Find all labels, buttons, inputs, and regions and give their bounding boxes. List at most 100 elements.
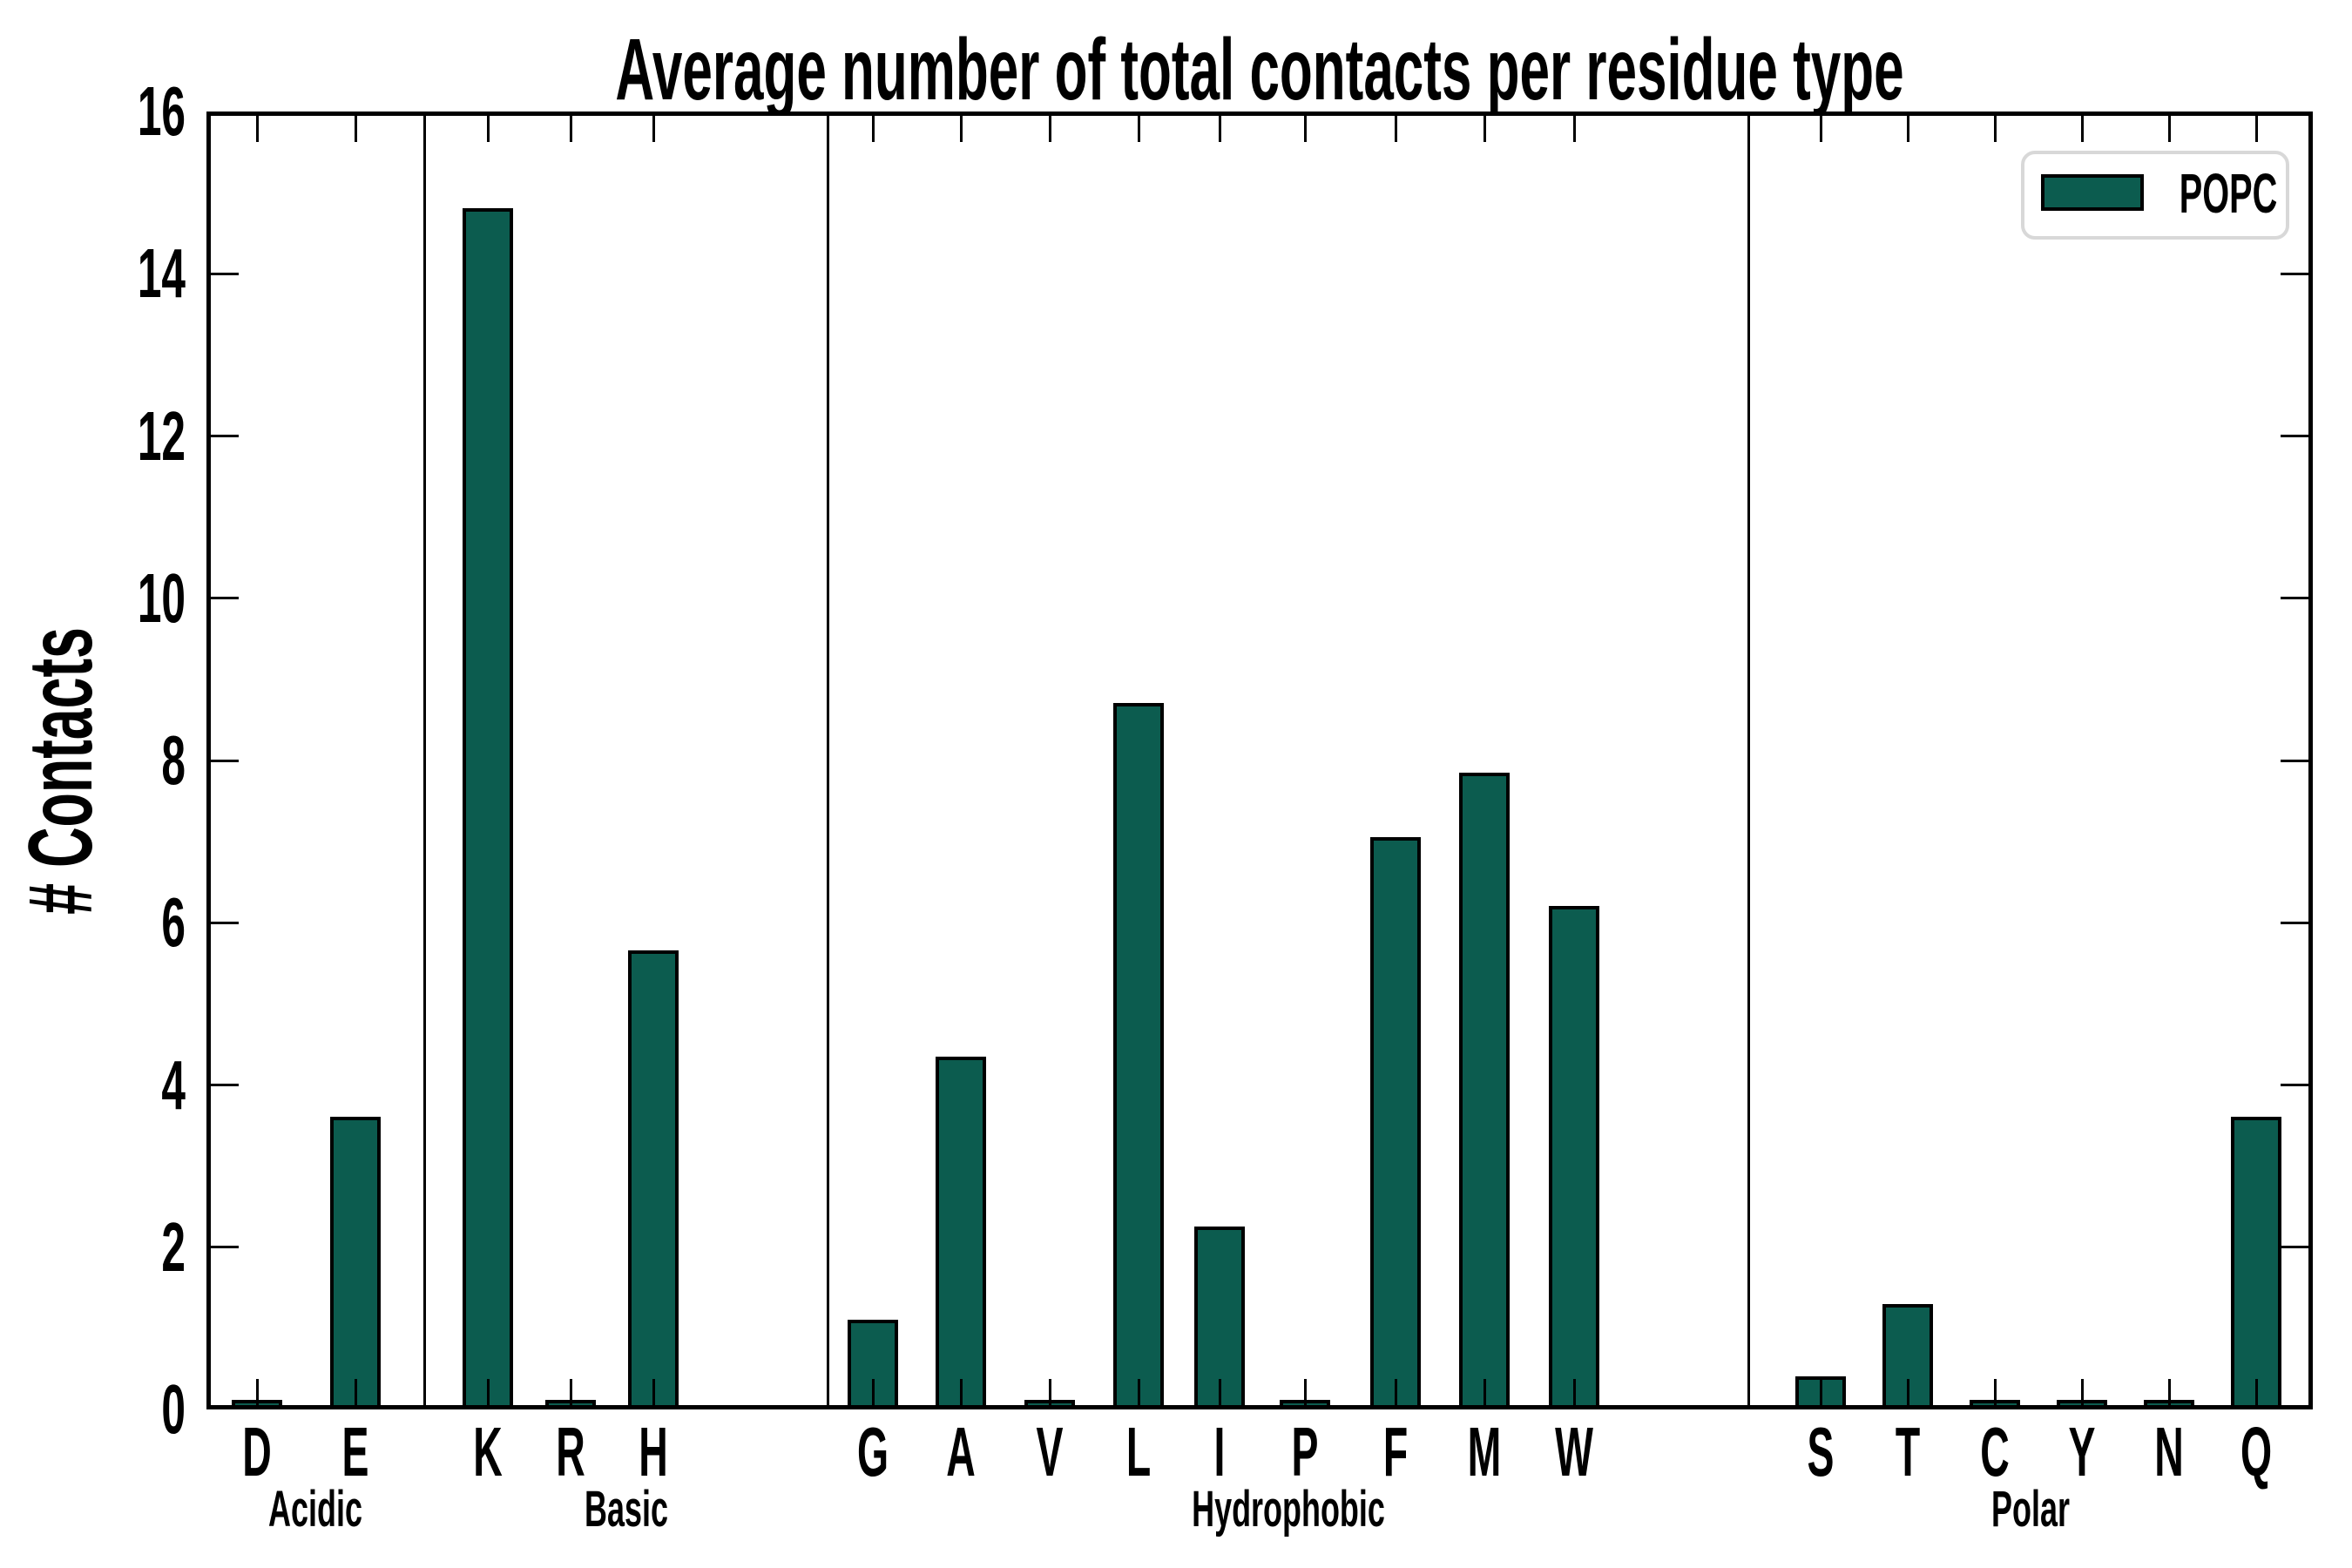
y-tick-label-text: 12 [137,396,186,475]
x-tick-top [1303,116,1307,142]
chart-title-text: Average number of total contacts per res… [615,21,1904,118]
x-tick-label-text: L [1125,1413,1152,1490]
legend: POPC [2021,151,2289,240]
bar-E [330,1117,381,1405]
x-tick-top [1394,116,1397,142]
x-tick-bottom [255,1379,259,1405]
x-tick-label-text: M [1467,1413,1502,1490]
x-tick-top [1137,116,1140,142]
y-tick-label-text: 16 [137,72,186,150]
y-tick-right [2281,921,2308,924]
y-tick-right [2281,597,2308,600]
x-tick-top [1483,116,1486,142]
x-tick-bottom [1218,1379,1221,1405]
x-tick-top [959,116,963,142]
bar-H [628,950,679,1405]
x-tick-top [255,116,259,142]
x-tick-label-text: S [1807,1413,1835,1490]
y-tick-label-text: 4 [161,1045,186,1124]
y-tick-label-text: 8 [161,721,186,799]
y-tick-right [2281,759,2308,762]
x-tick-bottom [652,1379,655,1405]
x-tick-label-text: N [2154,1413,2184,1490]
x-tick-top [354,116,357,142]
y-tick-right [2281,435,2308,437]
group-separator [422,116,426,1405]
group-label-text: Acidic [268,1481,362,1538]
x-tick-bottom [1906,1379,1909,1405]
x-tick-top [2167,116,2171,142]
x-tick-label-text: V [1036,1413,1064,1490]
bar-T [1882,1304,1933,1405]
y-tick-right [2281,272,2308,275]
bar-M [1459,773,1510,1405]
x-tick-bottom [1394,1379,1397,1405]
x-tick-top [1218,116,1221,142]
x-tick-top [2254,116,2258,142]
x-tick-label-text: I [1213,1413,1226,1490]
bar-Q [2231,1117,2281,1405]
x-tick-bottom [1048,1379,1051,1405]
x-tick-top [486,116,490,142]
x-tick-bottom [1137,1379,1140,1405]
x-tick-label-text: T [1895,1413,1921,1490]
x-tick-label-text: G [856,1413,889,1490]
x-tick-bottom [486,1379,490,1405]
x-tick-label-text: R [556,1413,585,1490]
y-tick-label-text: 6 [161,883,186,962]
y-tick-left [211,921,239,924]
group-label-text: Hydrophobic [1191,1481,1385,1538]
group-label-text: Basic [584,1481,668,1538]
x-tick-label-text: K [473,1413,503,1490]
y-tick-left [211,759,239,762]
y-tick-label-text: 2 [161,1207,186,1286]
y-tick-left [211,272,239,275]
x-tick-top [871,116,875,142]
x-tick-bottom [2080,1379,2084,1405]
x-tick-bottom [1572,1379,1576,1405]
x-tick-label-text: Y [2068,1413,2096,1490]
y-tick-left [211,1246,239,1249]
x-tick-top [2080,116,2084,142]
y-tick-left [211,1084,239,1086]
group-separator [826,116,829,1405]
y-tick-label-text: 0 [161,1370,186,1448]
x-tick-top [1819,116,1822,142]
group-separator [1747,116,1750,1405]
bar-F [1370,837,1421,1405]
x-tick-top [1572,116,1576,142]
x-tick-label-text: H [639,1413,668,1490]
y-tick-left [211,597,239,600]
bar-A [936,1057,986,1405]
x-tick-top [1048,116,1051,142]
x-tick-bottom [1819,1379,1822,1405]
y-tick-left [211,435,239,437]
plot-area [206,112,2313,1409]
x-tick-bottom [1993,1379,1997,1405]
x-tick-bottom [1303,1379,1307,1405]
y-tick-label-text: 14 [137,234,186,313]
y-tick-label-text: 10 [137,558,186,637]
x-tick-label-text: Q [2240,1413,2273,1490]
x-tick-label-text: A [946,1413,976,1490]
x-tick-label-text: P [1291,1413,1319,1490]
x-tick-bottom [1483,1379,1486,1405]
bar-L [1113,703,1164,1405]
x-tick-bottom [2167,1379,2171,1405]
bar-K [463,208,513,1405]
x-tick-label-text: C [1980,1413,2010,1490]
group-label-text: Polar [1991,1481,2070,1538]
bar-W [1549,906,1599,1405]
y-tick-right [2281,1084,2308,1086]
x-tick-top [652,116,655,142]
bar-I [1194,1227,1245,1405]
y-axis-label-text: # Contacts [10,627,112,915]
x-tick-bottom [354,1379,357,1405]
x-tick-top [569,116,572,142]
legend-label-text: POPC [2179,162,2278,225]
x-tick-bottom [959,1379,963,1405]
x-tick-bottom [871,1379,875,1405]
x-tick-bottom [569,1379,572,1405]
bar-G [848,1320,898,1405]
